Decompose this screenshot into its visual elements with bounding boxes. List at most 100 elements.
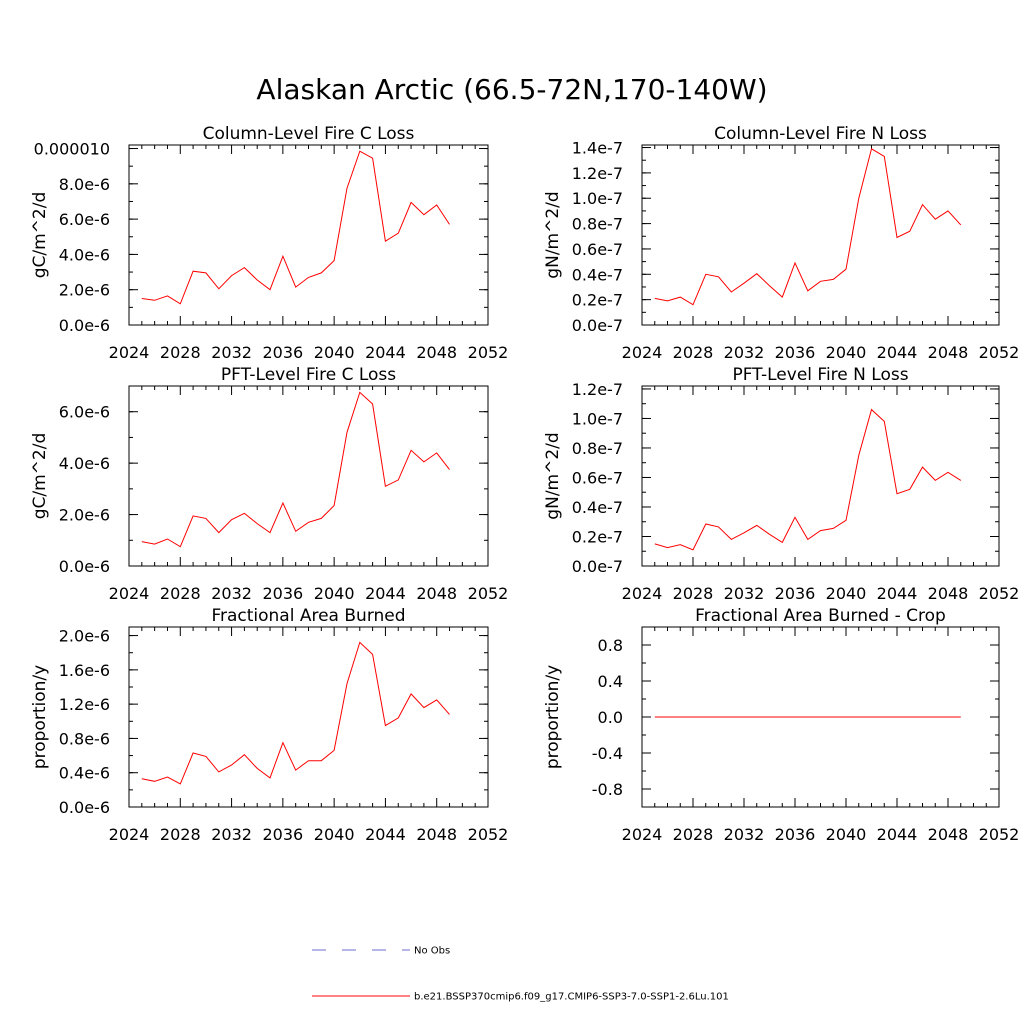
panel-title: PFT-Level Fire C Loss [221,365,396,385]
panel-title: Column-Level Fire C Loss [203,124,415,144]
y-tick-label: 2.0e-6 [59,506,110,525]
y-tick-label: 0.0e-6 [59,557,110,576]
x-tick-label: 2032 [211,343,252,362]
legend-label-1: No Obs [414,946,450,957]
x-tick-label: 2048 [416,825,457,844]
series-line [141,150,450,305]
x-tick-label: 2028 [673,825,714,844]
chart-panel-1: Column-Level Fire C Loss gC/m^2/d 2024 2028… [30,124,508,362]
y-tick-label: 1.4e-7 [572,139,623,158]
y-tick-label: 0.0e-7 [572,557,623,576]
y-tick-label: 0.4e-7 [572,265,623,284]
panel-title: Fractional Area Burned [211,606,405,626]
x-tick-label: 2028 [160,584,201,603]
x-tick-label: 2032 [724,584,765,603]
y-axis-label: gN/m^2/d [543,191,563,278]
y-tick-label: 0.6e-7 [572,240,623,259]
y-tick-label: 0.8 [598,636,623,655]
y-tick-label: 8.0e-6 [59,175,110,194]
x-tick-label: 2044 [365,825,406,844]
x-tick-label: 2032 [211,825,252,844]
y-tick-label: 1.2e-7 [572,380,623,399]
x-tick-label: 2024 [109,584,150,603]
y-tick-label: 0.0e-6 [59,798,110,817]
x-tick-label: 2036 [775,825,816,844]
series-line [654,148,962,306]
x-tick-label: 2052 [468,584,509,603]
x-tick-label: 2024 [622,343,663,362]
y-axis-label: gN/m^2/d [543,432,563,519]
y-tick-label: 4.0e-6 [59,245,110,264]
chart-panel-6: Fractional Area Burned - Crop proportion/… [543,606,1019,844]
y-tick-label: 6.0e-6 [59,403,110,422]
y-tick-label: -0.8 [592,780,623,799]
y-tick-label: 0.4e-6 [59,764,110,783]
x-tick-label: 2024 [622,825,663,844]
x-tick-label: 2024 [109,343,150,362]
x-tick-label: 2028 [673,343,714,362]
x-tick-label: 2044 [365,343,406,362]
y-tick-label: 0.8e-6 [59,729,110,748]
x-tick-label: 2024 [622,584,663,603]
y-tick-label: 0.2e-7 [572,291,623,310]
x-tick-label: 2052 [468,343,509,362]
x-tick-label: 2040 [314,584,355,603]
y-tick-label: 6.0e-6 [59,210,110,229]
x-tick-label: 2048 [928,825,969,844]
y-axis-label: gC/m^2/d [30,433,50,520]
y-axis-label: gC/m^2/d [30,192,50,279]
x-tick-label: 2036 [775,584,816,603]
chart-panel-4: PFT-Level Fire N Loss gN/m^2/d 2024 2028 203… [543,365,1019,603]
x-tick-label: 2044 [877,825,918,844]
y-tick-label: 4.0e-6 [59,454,110,473]
y-tick-label: 0.4e-7 [572,498,623,517]
panel-title: Fractional Area Burned - Crop [695,606,946,626]
legend-label-2: b.e21.BSSP370cmip6.f09_g17.CMIP6-SSP3-7.… [414,992,729,1003]
legend: No Obs b.e21.BSSP370cmip6.f09_g17.CMIP6-S… [312,946,729,1003]
y-tick-label: -0.4 [592,744,623,763]
x-tick-label: 2036 [262,825,303,844]
x-tick-label: 2040 [826,825,867,844]
chart-panel-2: Column-Level Fire N Loss gN/m^2/d 2024 2028… [543,124,1019,362]
y-tick-label: 0.0e-7 [572,316,623,335]
x-tick-label: 2052 [979,343,1020,362]
panel-title: PFT-Level Fire N Loss [732,365,908,385]
x-tick-label: 2028 [160,825,201,844]
series-line [141,391,450,548]
x-tick-label: 2052 [468,825,509,844]
series-line [141,641,450,785]
y-tick-label: 0.0e-6 [59,316,110,335]
x-tick-label: 2052 [979,584,1020,603]
x-tick-label: 2052 [979,825,1020,844]
x-tick-label: 2040 [314,343,355,362]
y-axis-label: proportion/y [30,665,50,769]
x-tick-label: 2044 [877,343,918,362]
chart-panels: Column-Level Fire C Loss gC/m^2/d 2024 2028… [30,124,1019,844]
y-tick-label: 2.0e-6 [59,627,110,646]
y-tick-label: 0.4 [598,672,623,691]
y-tick-label: 1.0e-7 [572,409,623,428]
y-tick-label: 1.6e-6 [59,661,110,680]
x-tick-label: 2040 [314,825,355,844]
series-line [654,408,962,551]
x-tick-label: 2032 [211,584,252,603]
figure-title: Alaskan Arctic (66.5-72N,170-140W) [256,73,767,106]
x-tick-label: 2024 [109,825,150,844]
y-tick-label: 1.0e-7 [572,189,623,208]
x-tick-label: 2040 [826,584,867,603]
x-tick-label: 2048 [928,343,969,362]
y-tick-label: 0.0 [598,708,623,727]
x-tick-label: 2028 [160,343,201,362]
x-tick-label: 2044 [877,584,918,603]
y-axis-label: proportion/y [543,665,563,769]
x-tick-label: 2048 [416,343,457,362]
x-tick-label: 2044 [365,584,406,603]
x-tick-label: 2040 [826,343,867,362]
chart-panel-5: Fractional Area Burned proportion/y 2024 20… [30,606,508,844]
x-tick-label: 2036 [262,584,303,603]
chart-panel-3: PFT-Level Fire C Loss gC/m^2/d 2024 2028 203… [30,365,508,603]
x-tick-label: 2032 [724,343,765,362]
y-tick-label: 0.2e-7 [572,527,623,546]
